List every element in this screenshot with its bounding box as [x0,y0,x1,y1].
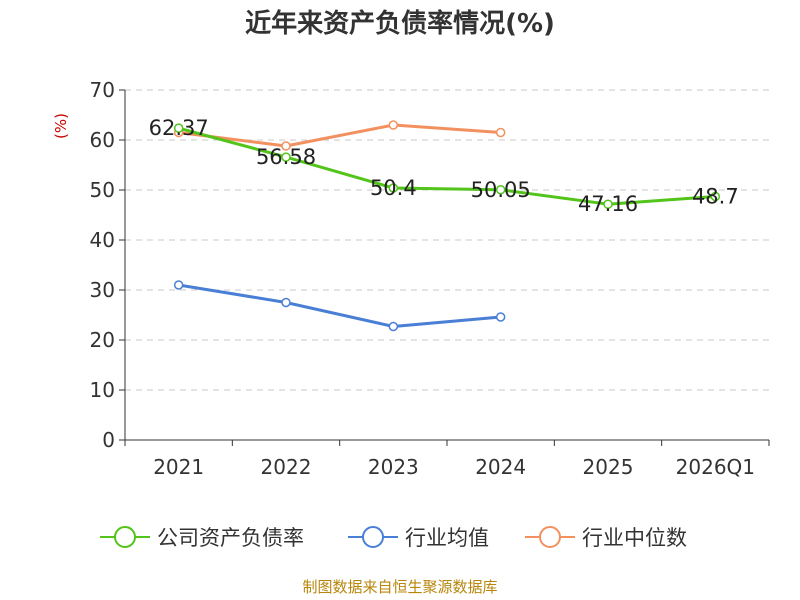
data-label: 48.7 [692,185,739,209]
data-point [495,185,506,195]
x-tick-label: 2026Q1 [676,455,755,479]
legend-label: 行业均值 [405,526,489,550]
data-point [281,152,291,162]
x-tick-label: 2021 [153,455,204,479]
axes: 0 10 20 30 40 50 60 70 2021 2022 2023 2024 2025 2026Q… [90,78,770,479]
x-tick-label: 2023 [368,455,419,479]
series-group [173,120,721,332]
grid-lines [125,89,769,391]
data-point [173,280,184,290]
legend-marker [362,526,384,548]
data-label: 47.16 [578,192,638,216]
legend-item: 公司资产负债率 [100,526,304,550]
legend-item: 行业中位数 [525,526,687,550]
legend-marker [539,526,561,548]
y-tick-label: 40 [90,228,115,252]
series-line [178,123,501,148]
legend-label: 公司资产负债率 [157,526,304,550]
data-label: 50.4 [370,176,417,200]
y-tick-label: 30 [90,278,115,302]
data-label: 56.58 [256,145,316,169]
x-tick-label: 2025 [583,455,634,479]
y-tick-label: 10 [90,378,115,402]
data-point [281,141,291,151]
y-tick-label: 60 [90,128,115,152]
legend: 公司资产负债率 行业均值 行业中位数 [100,526,687,550]
data-point [173,123,184,133]
data-point [603,199,613,209]
legend-item: 行业均值 [348,526,489,550]
source-note: 制图数据来自恒生聚源数据库 [302,578,497,596]
series-line [178,126,716,206]
data-label: 50.05 [471,178,531,202]
data-point [388,120,399,130]
legend-marker [114,526,136,548]
x-tick-label: 2022 [261,455,312,479]
x-tick-label: 2024 [475,455,526,479]
legend-label: 行业中位数 [582,526,687,550]
data-label: 62.37 [149,116,209,140]
series-line [178,283,501,328]
data-point [495,127,506,138]
data-point [388,183,399,193]
chart-title: 近年来资产负债率情况(%) [245,8,555,39]
data-point [281,297,291,308]
y-tick-label: 0 [102,428,115,452]
y-tick-label: 50 [90,178,115,202]
y-axis-unit: (%) [52,113,70,139]
data-point [710,191,721,202]
data-labels: 62.37 56.58 50.4 50.05 47.16 48.7 [149,116,739,216]
y-tick-label: 70 [90,78,115,102]
data-point [388,321,399,332]
data-point [495,312,506,322]
y-tick-label: 20 [90,328,115,352]
